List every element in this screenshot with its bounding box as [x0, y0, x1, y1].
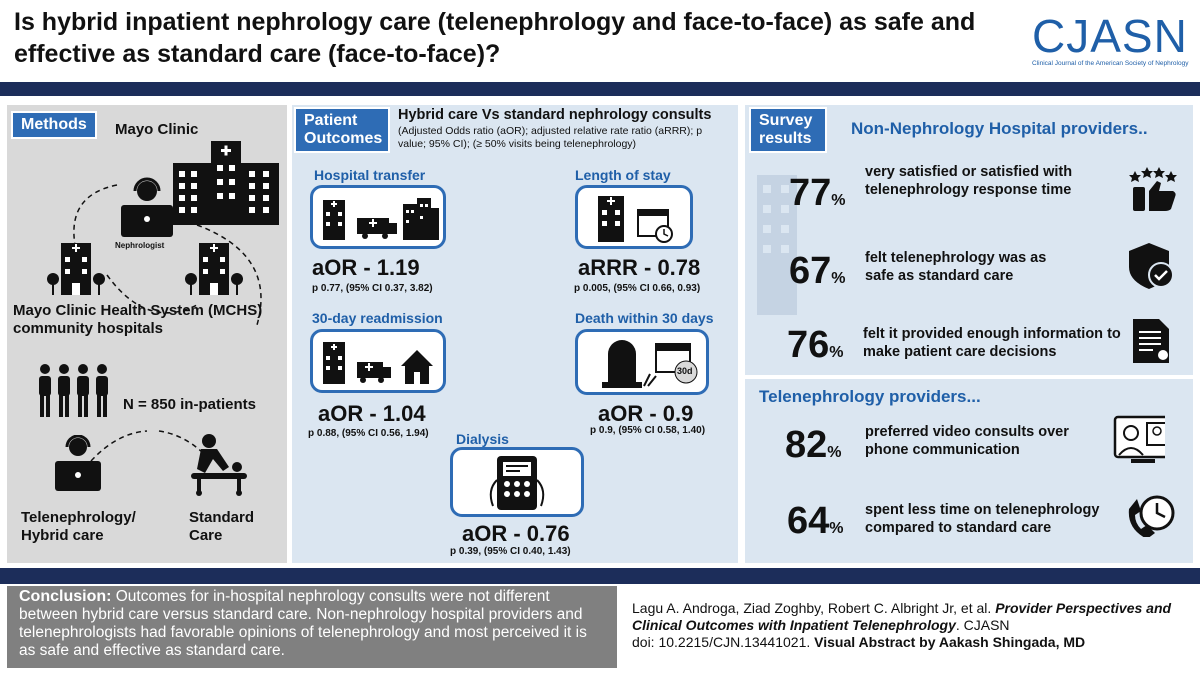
outcomes-panel: Patient Outcomes Hybrid care Vs standard…: [292, 105, 738, 563]
methods-tag: Methods: [11, 111, 97, 139]
conclusion-text: Outcomes for in-hospital nephrology cons…: [19, 588, 587, 659]
death-icon-box: 30d: [575, 329, 709, 395]
tele-heading: Telenephrology providers...: [759, 387, 981, 406]
pct-sign: %: [829, 344, 844, 361]
citation-journal: . CJASN: [955, 617, 1010, 633]
pct-sign: %: [829, 520, 844, 537]
pct-sign: %: [827, 444, 842, 461]
survey-pct-67: 67%: [789, 251, 846, 299]
hospital-building-icon: [173, 141, 279, 225]
clock-phone-icon: [1128, 495, 1175, 537]
community-hospital-icon: [185, 243, 243, 295]
standard-care-label: Standard Care: [189, 509, 255, 544]
survey-text-82: preferred video consults over phone comm…: [865, 424, 1069, 458]
length-of-stay-value: aRRR - 0.78: [578, 255, 701, 280]
survey-text-77: very satisfied or satisfied with telenep…: [865, 164, 1073, 198]
faint-building-decoration: [757, 175, 797, 315]
dialysis-icon-box: [450, 447, 584, 517]
thumbs-up-stars-icon: [1129, 167, 1177, 211]
conclusion-label: Conclusion:: [19, 588, 112, 605]
dialysis-label: Dialysis: [456, 431, 509, 447]
network-dashed-lines: [73, 184, 262, 326]
nephrologist-label: Nephrologist: [115, 241, 165, 250]
logo-text: CJASN: [1032, 10, 1188, 62]
citation-article: Provider Perspectives and Clinical Outco…: [632, 600, 1172, 633]
cjasn-logo: CJASN Clinical Journal of the American S…: [1032, 12, 1192, 67]
survey-panel: Survey results Non-Nephrology Hospital p…: [745, 105, 1193, 563]
footer-bar: [0, 568, 1200, 584]
length-of-stay-label: Length of stay: [575, 167, 671, 183]
page-title: Is hybrid inpatient nephrology care (tel…: [14, 8, 976, 68]
citation-credit: Visual Abstract by Aakash Shingada, MD: [814, 634, 1086, 650]
document-icon: [1133, 319, 1169, 363]
death-label: Death within 30 days: [575, 310, 714, 326]
outcomes-subheading: (Adjusted Odds ratio (aOR); adjusted rel…: [398, 125, 703, 150]
n-inpatients-label: N = 850 in-patients: [123, 396, 256, 413]
conclusion-box: Conclusion: Outcomes for in-hospital nep…: [7, 586, 617, 668]
mchs-label: Mayo Clinic Health System (MCHS) communi…: [13, 302, 263, 337]
readmission-stats: p 0.88, (95% CI 0.56, 1.94): [308, 428, 429, 439]
citation-doi: doi: 10.2215/CJN.13441021.: [632, 634, 815, 650]
pct-value: 64: [787, 500, 830, 542]
pct-value: 67: [789, 250, 832, 292]
outcomes-heading: Hybrid care Vs standard nephrology consu…: [398, 107, 712, 123]
readmission-value: aOR - 1.04: [318, 401, 426, 426]
length-of-stay-stats: p 0.005, (95% CI 0.66, 0.93): [574, 283, 701, 294]
logo-subtitle: Clinical Journal of the American Society…: [1032, 60, 1189, 67]
hospital-ambulance-home-icon: [323, 342, 433, 384]
telenephrology-headset-icon: [55, 435, 101, 491]
pct-value: 82: [785, 424, 828, 466]
readmission-icon-box: [310, 329, 446, 393]
dialysis-stats: p 0.39, (95% CI 0.40, 1.43): [450, 546, 571, 557]
pct-value: 76: [787, 324, 830, 366]
hospital-transfer-value: aOR - 1.19: [312, 255, 420, 280]
survey-tag: Survey results: [749, 107, 827, 153]
header-bar: [0, 82, 1200, 96]
death-stats: p 0.9, (95% CI 0.58, 1.40): [590, 425, 706, 436]
survey-divider: [745, 375, 1193, 379]
dialysis-value: aOR - 0.76: [462, 521, 570, 546]
survey-text-76: felt it provided enough information to m…: [863, 326, 1121, 360]
hospital-ambulance-icon: [323, 198, 439, 240]
methods-panel: Methods Mayo Clinic Nephrologist: [7, 105, 287, 563]
citation-authors: Lagu A. Androga, Ziad Zoghby, Robert C. …: [632, 600, 996, 616]
outcomes-tag: Patient Outcomes: [294, 107, 390, 153]
hybrid-care-label: Telenephrology/ Hybrid care: [21, 509, 136, 544]
death-value: aOR - 0.9: [598, 401, 694, 426]
hospital-calendar-icon: [598, 196, 673, 243]
survey-pct-82: 82%: [785, 425, 842, 473]
citation: Lagu A. Androga, Ziad Zoghby, Robert C. …: [632, 600, 1192, 651]
survey-text-67: felt telenephrology was as safe as stand…: [865, 250, 1047, 284]
nephrologist-headset-icon: [121, 177, 173, 237]
survey-pct-76: 76%: [787, 325, 844, 373]
pct-sign: %: [831, 192, 846, 209]
hospital-transfer-icon-box: [310, 185, 446, 249]
hospital-transfer-label: Hospital transfer: [314, 167, 426, 183]
non-neph-heading: Non-Nephrology Hospital providers..: [851, 119, 1148, 138]
readmission-label: 30-day readmission: [312, 310, 443, 326]
pct-sign: %: [831, 270, 846, 287]
gravestone-calendar-icon: [602, 340, 698, 388]
mayo-clinic-label: Mayo Clinic: [115, 121, 199, 138]
shield-check-icon: [1129, 243, 1174, 289]
standard-care-icon: [191, 434, 247, 496]
video-call-icon: [1113, 415, 1165, 463]
patients-group-icon: [39, 364, 108, 417]
survey-pct-64: 64%: [787, 501, 844, 549]
survey-pct-77: 77%: [789, 173, 846, 221]
dialysis-machine-icon: [489, 456, 545, 510]
length-of-stay-icon-box: [575, 185, 693, 249]
survey-text-64: spent less time on telenephrology compar…: [865, 502, 1100, 536]
pct-value: 77: [789, 172, 832, 214]
care-dashed-lines: [90, 430, 210, 462]
thirty-day-badge: 30d: [677, 366, 693, 376]
hospital-transfer-stats: p 0.77, (95% CI 0.37, 3.82): [312, 283, 433, 294]
community-hospital-icon: [47, 243, 105, 295]
